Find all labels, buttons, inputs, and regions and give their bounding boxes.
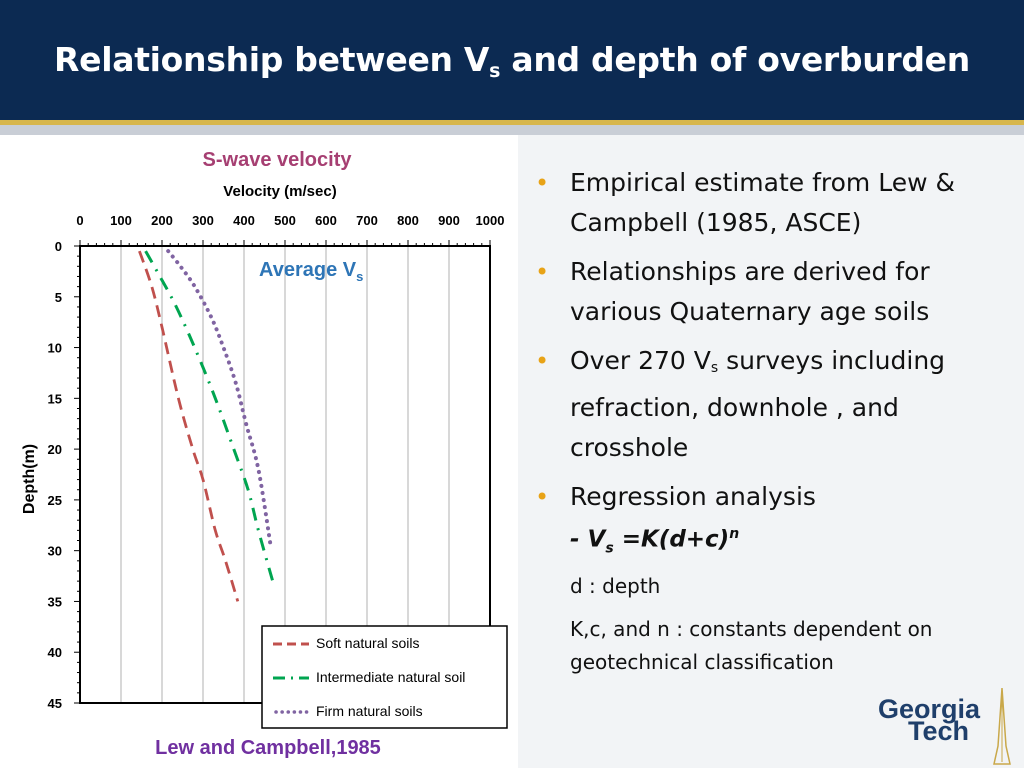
bullet-item: • Over 270 Vs surveys including refractio… bbox=[535, 341, 1005, 468]
x-tick-label: 800 bbox=[397, 213, 419, 228]
legend: Soft natural soils Intermediate natural … bbox=[261, 625, 508, 729]
legend-label-intermediate: Intermediate natural soil bbox=[316, 669, 465, 685]
x-tick-label: 200 bbox=[151, 213, 173, 228]
velocity-depth-chart: S-wave velocity Velocity (m/sec) Depth(m… bbox=[21, 149, 508, 759]
x-tick-label: 0 bbox=[76, 213, 83, 228]
y-tick-label: 0 bbox=[55, 239, 62, 254]
logo-word-tech: Tech bbox=[908, 716, 970, 746]
bullet-item: • Relationships are derived for various Q… bbox=[535, 252, 1005, 332]
gold-divider bbox=[0, 120, 1024, 125]
bullet-dot-icon: • bbox=[535, 258, 550, 286]
y-tick-label: 5 bbox=[55, 290, 62, 305]
x-tick-label: 900 bbox=[438, 213, 460, 228]
depth-definition: d : depth bbox=[570, 574, 661, 598]
y-tick-label: 30 bbox=[48, 544, 62, 559]
x-tick-label: 500 bbox=[274, 213, 296, 228]
series-lines bbox=[138, 249, 275, 602]
y-tick-label: 20 bbox=[48, 442, 62, 457]
series-line-firm bbox=[166, 249, 273, 548]
x-tick-label: 700 bbox=[356, 213, 378, 228]
bullet-dot-icon: • bbox=[535, 347, 550, 375]
y-tick-label: 35 bbox=[48, 594, 62, 609]
constants-definition: K,c, and n : constants dependent on geot… bbox=[570, 617, 933, 674]
tower-spire-icon bbox=[993, 687, 1011, 765]
regression-formula: - Vs =K(d+c)n bbox=[570, 526, 740, 557]
georgia-tech-logo: Georgia Tech bbox=[878, 686, 1018, 766]
y-tick-label: 25 bbox=[48, 493, 62, 508]
bullet-dot-icon: • bbox=[535, 169, 550, 197]
text-panel bbox=[518, 135, 1024, 768]
gray-divider bbox=[0, 125, 1024, 135]
x-axis-label: Velocity (m/sec) bbox=[223, 183, 336, 200]
x-tick-label: 100 bbox=[110, 213, 132, 228]
chart-title: S-wave velocity bbox=[203, 149, 353, 171]
x-tick-label: 400 bbox=[233, 213, 255, 228]
series-line-soft bbox=[138, 250, 240, 602]
x-tick-label: 600 bbox=[315, 213, 337, 228]
bullet-item: • Regression analysis bbox=[535, 477, 1005, 517]
y-tick-label: 10 bbox=[48, 341, 62, 356]
chart-credit: Lew and Campbell,1985 bbox=[155, 737, 381, 759]
y-axis-label: Depth(m) bbox=[21, 444, 38, 514]
x-tick-label: 300 bbox=[192, 213, 214, 228]
x-tick-labels: 0 100 200 300 400 500 600 700 800 900 1000 bbox=[76, 213, 504, 228]
logo-word-georgia: Georgia bbox=[878, 694, 981, 724]
legend-label-soft: Soft natural soils bbox=[316, 635, 420, 651]
bullet-item: • Empirical estimate from Lew & Campbell … bbox=[535, 163, 1005, 243]
y-tick-label: 40 bbox=[48, 645, 62, 660]
average-vs-label: Average Vs bbox=[259, 259, 363, 284]
y-tick-label: 15 bbox=[48, 391, 62, 406]
legend-label-firm: Firm natural soils bbox=[316, 703, 423, 719]
series-line-intermediate bbox=[144, 250, 275, 582]
x-tick-label: 1000 bbox=[476, 213, 505, 228]
y-tick-labels: 0 5 10 15 20 25 30 35 40 45 bbox=[48, 239, 62, 711]
bullet-list: • Empirical estimate from Lew & Campbell … bbox=[535, 163, 1005, 526]
bullet-dot-icon: • bbox=[535, 483, 550, 511]
title-bar bbox=[0, 0, 1024, 120]
y-tick-label: 45 bbox=[48, 696, 62, 711]
slide-title: Relationship between Vs and depth of ove… bbox=[54, 40, 970, 82]
